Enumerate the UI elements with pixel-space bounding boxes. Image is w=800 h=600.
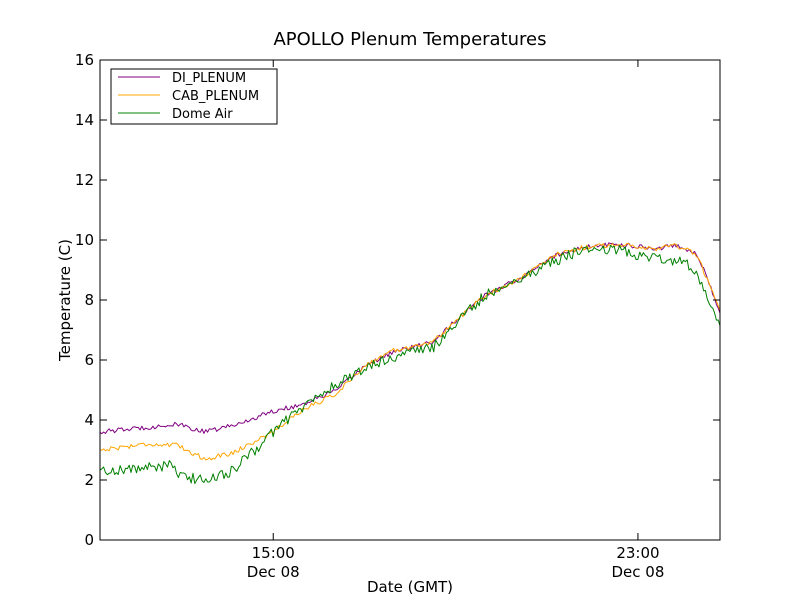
y-tick-label: 16 — [75, 51, 94, 69]
y-tick-label: 0 — [84, 531, 94, 549]
y-tick-label: 8 — [84, 291, 94, 309]
legend-label: DI_PLENUM — [172, 71, 246, 86]
y-tick-label: 12 — [75, 171, 94, 189]
x-tick-date-label: Dec 08 — [247, 563, 300, 581]
y-tick-label: 14 — [75, 111, 94, 129]
x-tick-time-label: 23:00 — [616, 544, 659, 562]
legend-label: Dome Air — [172, 107, 233, 122]
x-axis-label: Date (GMT) — [367, 578, 453, 596]
legend: DI_PLENUM CAB_PLENUM Dome Air — [110, 68, 278, 125]
plot-area-frame — [99, 59, 721, 541]
chart-title: APOLLO Plenum Temperatures — [273, 29, 546, 50]
y-tick-label: 2 — [84, 471, 94, 489]
y-tick-label: 10 — [75, 231, 94, 249]
y-tick-label: 6 — [84, 351, 94, 369]
x-tick-date-label: Dec 08 — [611, 563, 664, 581]
legend-box — [110, 68, 278, 125]
legend-label: CAB_PLENUM — [172, 89, 259, 104]
y-tick-label: 4 — [84, 411, 94, 429]
x-tick-time-label: 15:00 — [252, 544, 295, 562]
y-axis-label: Temperature (C) — [56, 239, 74, 362]
